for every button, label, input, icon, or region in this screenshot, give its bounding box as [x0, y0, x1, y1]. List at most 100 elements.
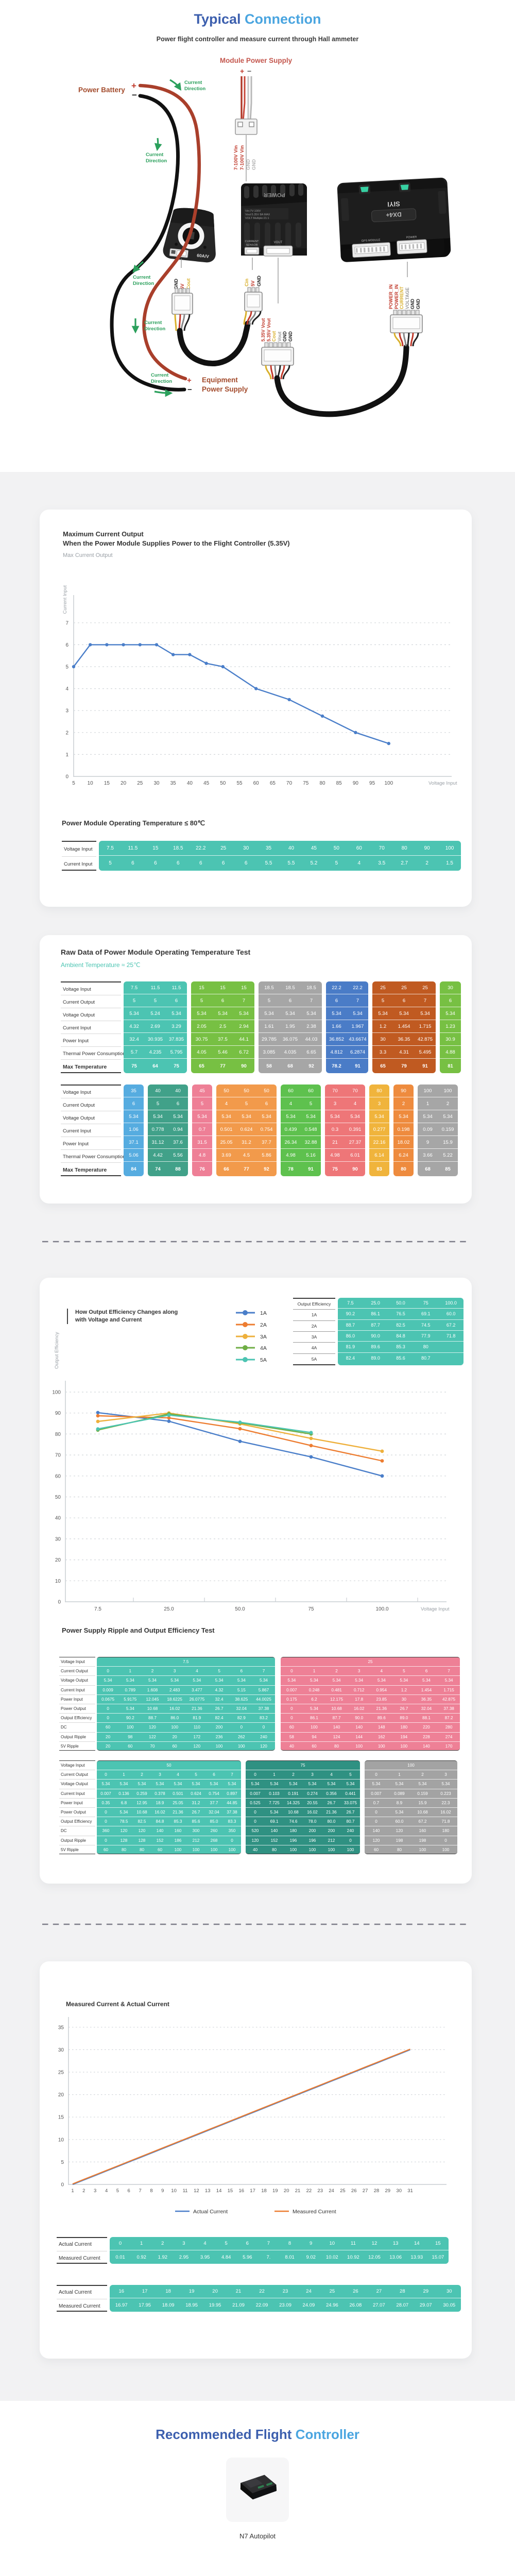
svg-text:Module Power Supply: Module Power Supply — [220, 57, 293, 64]
svg-text:9: 9 — [161, 2188, 164, 2194]
svg-text:5V: 5V — [250, 280, 256, 286]
svg-text:7.5: 7.5 — [94, 1606, 101, 1612]
svg-text:Cout: Cout — [186, 278, 192, 290]
svg-text:75: 75 — [308, 1606, 314, 1612]
svg-text:10: 10 — [55, 1579, 61, 1584]
svg-text:25: 25 — [137, 781, 143, 786]
svg-text:GPS MODULE: GPS MODULE — [362, 239, 381, 243]
svg-text:VOLT Multiple:21:1: VOLT Multiple:21:1 — [245, 217, 269, 220]
svg-text:+: + — [187, 376, 192, 385]
svg-text:0: 0 — [61, 2182, 64, 2188]
svg-text:28: 28 — [374, 2188, 380, 2194]
svg-text:3: 3 — [94, 2188, 96, 2194]
svg-text:CURRENT: CURRENT — [245, 240, 260, 243]
svg-text:Current: Current — [151, 372, 169, 378]
svg-text:100: 100 — [52, 1390, 61, 1396]
svg-text:Current Input: Current Input — [62, 585, 68, 614]
svg-text:15: 15 — [228, 2188, 233, 2194]
svg-text:2A: 2A — [260, 1322, 267, 1328]
svg-text:+: + — [131, 81, 136, 91]
svg-text:85: 85 — [336, 781, 342, 786]
svg-text:90: 90 — [353, 781, 359, 786]
svg-text:30: 30 — [58, 2047, 64, 2053]
svg-text:5.35V Vout: 5.35V Vout — [261, 318, 266, 342]
svg-text:−: − — [132, 90, 137, 100]
svg-text:Direction: Direction — [184, 86, 205, 92]
svg-text:20: 20 — [121, 781, 127, 786]
svg-text:Current: Current — [144, 320, 162, 326]
svg-text:20: 20 — [284, 2188, 289, 2194]
svg-text:+: + — [240, 67, 244, 75]
svg-text:50: 50 — [55, 1495, 61, 1500]
svg-text:8: 8 — [150, 2188, 152, 2194]
svg-text:Current: Current — [146, 152, 164, 158]
svg-text:100: 100 — [384, 781, 393, 786]
svg-text:GND: GND — [174, 279, 179, 290]
svg-text:60: 60 — [55, 1473, 61, 1479]
svg-text:5: 5 — [72, 781, 75, 786]
svg-text:POWER: POWER — [264, 192, 285, 198]
svg-text:−: − — [187, 385, 192, 394]
svg-text:6: 6 — [128, 2188, 130, 2194]
svg-text:60: 60 — [253, 781, 260, 786]
svg-text:6: 6 — [65, 642, 68, 648]
svg-text:80: 80 — [55, 1432, 61, 1437]
svg-text:90: 90 — [55, 1411, 61, 1416]
svg-text:Vin:7V-100V: Vin:7V-100V — [245, 210, 261, 213]
svg-text:70: 70 — [55, 1453, 61, 1459]
svg-text:13: 13 — [205, 2188, 211, 2194]
svg-text:Power flight controller and me: Power flight controller and measure curr… — [157, 36, 359, 43]
svg-text:7-100V Vin: 7-100V Vin — [239, 145, 245, 170]
svg-text:GND: GND — [410, 299, 415, 310]
svg-text:20: 20 — [55, 1557, 61, 1563]
svg-text:Direction: Direction — [146, 158, 167, 164]
svg-text:12: 12 — [194, 2188, 199, 2194]
svg-text:40: 40 — [55, 1516, 61, 1521]
svg-text:Power Supply: Power Supply — [202, 385, 248, 393]
svg-text:10: 10 — [88, 781, 94, 786]
svg-text:Direction: Direction — [144, 326, 165, 332]
svg-text:25: 25 — [340, 2188, 346, 2194]
svg-text:17: 17 — [250, 2188, 255, 2194]
svg-text:5.35V Vout: 5.35V Vout — [266, 318, 271, 342]
svg-text:Measured Current: Measured Current — [293, 2209, 336, 2215]
svg-text:CURRENT: CURRENT — [399, 286, 404, 309]
svg-text:7: 7 — [65, 620, 68, 626]
svg-text:Actual Current: Actual Current — [193, 2209, 228, 2215]
svg-text:3A: 3A — [260, 1334, 267, 1340]
svg-text:GND: GND — [256, 276, 262, 286]
svg-text:25.0: 25.0 — [164, 1606, 174, 1612]
svg-text:VOLTAGE: VOLTAGE — [405, 287, 410, 309]
svg-text:−: − — [247, 67, 251, 75]
svg-text:GND: GND — [246, 159, 251, 170]
svg-text:30: 30 — [55, 1536, 61, 1542]
svg-text:80: 80 — [319, 781, 325, 786]
svg-text:Current: Current — [184, 80, 202, 86]
svg-text:Direction: Direction — [151, 379, 172, 384]
svg-text:15: 15 — [58, 2115, 64, 2121]
svg-text:GND: GND — [416, 299, 421, 310]
svg-text:29: 29 — [385, 2188, 391, 2194]
svg-text:GND: GND — [288, 331, 293, 342]
svg-text:Direction: Direction — [133, 281, 154, 286]
svg-text:Vout: Vout — [277, 332, 282, 342]
svg-text:5V: 5V — [180, 283, 185, 290]
svg-text:5A: 5A — [260, 1357, 267, 1363]
svg-text:10: 10 — [58, 2137, 64, 2143]
svg-text:26: 26 — [351, 2188, 357, 2194]
svg-text:21: 21 — [295, 2188, 301, 2194]
svg-text:POWER: POWER — [406, 235, 417, 239]
svg-text:7-100V Vin: 7-100V Vin — [233, 145, 239, 170]
svg-text:Cin: Cin — [244, 279, 250, 287]
svg-text:14: 14 — [216, 2188, 222, 2194]
svg-text:Typical Connection: Typical Connection — [194, 11, 321, 27]
svg-text:55: 55 — [236, 781, 243, 786]
svg-text:30: 30 — [396, 2188, 402, 2194]
svg-text:Vout:5.35V 8A MAX: Vout:5.35V 8A MAX — [245, 213, 270, 216]
svg-text:SIYI: SIYI — [387, 200, 400, 208]
svg-text:POWER_IN: POWER_IN — [388, 284, 393, 309]
svg-text:Power Battery: Power Battery — [78, 86, 125, 94]
svg-text:GND: GND — [282, 331, 287, 342]
svg-text:2: 2 — [82, 2188, 85, 2194]
svg-text:Equipment: Equipment — [202, 376, 238, 384]
